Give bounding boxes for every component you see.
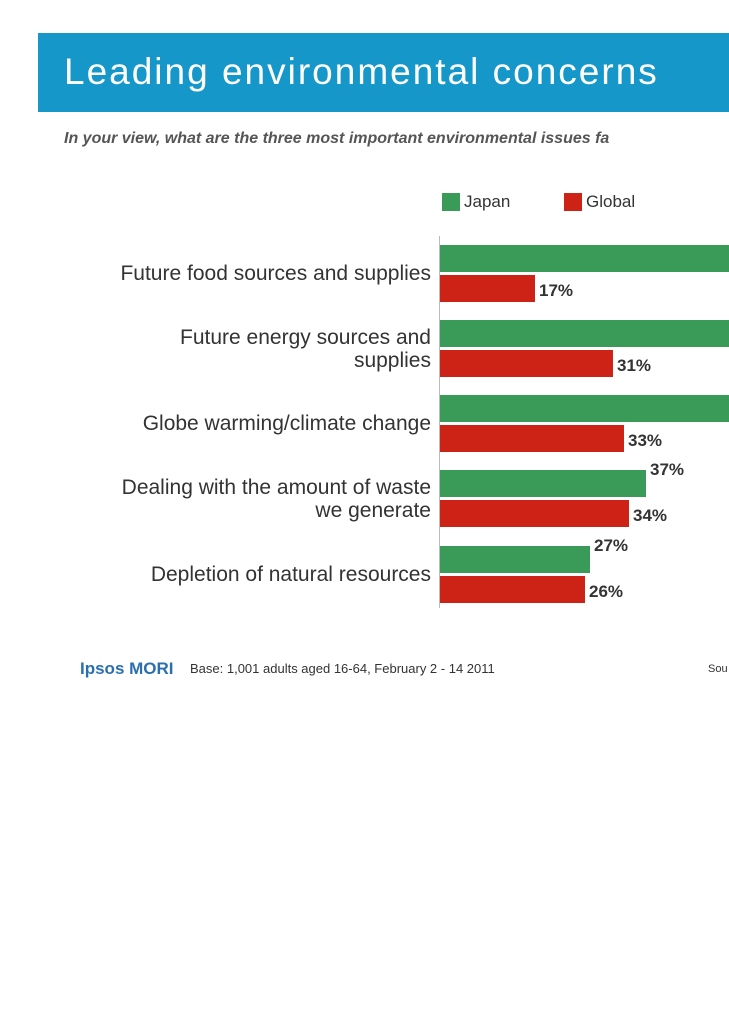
- chart-subtitle: In your view, what are the three most im…: [64, 130, 610, 147]
- ipsos-mori-logo: Ipsos MORI: [80, 659, 174, 678]
- bar-global: [440, 350, 613, 377]
- category-label: Dealing with the amount of waste we gener…: [51, 476, 431, 522]
- legend-global-swatch: [564, 193, 582, 211]
- value-label-japan: 37%: [650, 460, 685, 479]
- chart-slide: Leading environmental concerns In your v…: [38, 33, 729, 678]
- category-label: Future energy sources and supplies: [51, 326, 431, 372]
- category-label-line: Future food sources and supplies: [120, 262, 431, 285]
- category-label-line: Future energy sources and: [180, 325, 431, 349]
- category-label-line: we generate: [315, 498, 431, 522]
- value-label-global: 26%: [589, 582, 624, 601]
- category-label-line: Depletion of natural resources: [150, 563, 431, 586]
- value-label-global: 31%: [617, 356, 652, 375]
- bar-japan: [440, 546, 590, 573]
- category-label: Depletion of natural resources: [51, 563, 431, 586]
- title-bar: Leading environmental concerns: [38, 33, 729, 112]
- legend-japan-label: Japan: [464, 192, 511, 211]
- category-label: Globe warming/climate change: [51, 412, 431, 435]
- bar-global: [440, 275, 535, 302]
- category-label-line: Globe warming/climate change: [142, 412, 431, 435]
- source-note: Sou: [708, 663, 728, 675]
- legend-global-label: Global: [586, 192, 636, 211]
- bar-global: [440, 425, 624, 452]
- bar-japan: [440, 395, 729, 422]
- category-label-line: supplies: [353, 348, 431, 372]
- category-label-line: Dealing with the amount of waste: [121, 475, 431, 499]
- bar-global: [440, 500, 629, 527]
- value-label-global: 34%: [633, 506, 668, 525]
- bar-japan: [440, 470, 646, 497]
- bar-japan: [440, 245, 729, 272]
- value-label-japan: 27%: [594, 536, 629, 555]
- legend-japan-swatch: [442, 193, 460, 211]
- category-axis-line: [439, 236, 440, 608]
- bar-japan: [440, 320, 729, 347]
- legend-japan: Japan: [442, 192, 510, 212]
- bar-global: [440, 576, 585, 603]
- chart-title: Leading environmental concerns: [64, 51, 659, 92]
- base-note: Base: 1,001 adults aged 16-64, February …: [190, 661, 495, 676]
- legend-global: Global: [564, 192, 635, 212]
- value-label-global: 33%: [628, 431, 663, 450]
- category-label: Future food sources and supplies: [51, 262, 431, 285]
- value-label-global: 17%: [539, 281, 574, 300]
